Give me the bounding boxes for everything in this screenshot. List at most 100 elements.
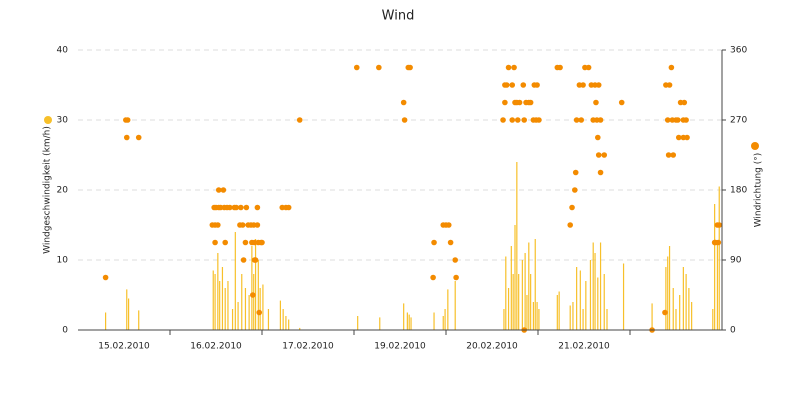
chart-title: Wind <box>382 9 415 24</box>
direction-point <box>239 222 246 228</box>
direction-point <box>666 82 673 88</box>
speed-bar <box>299 327 301 330</box>
direction-point <box>254 222 261 228</box>
direction-point <box>401 117 408 123</box>
y2-tick-label: 180 <box>730 186 747 196</box>
speed-bar <box>105 312 107 330</box>
direction-point <box>503 82 510 88</box>
direction-point <box>500 117 506 123</box>
y2-tick-label: 0 <box>730 326 736 336</box>
speed-bar <box>606 309 608 330</box>
direction-point <box>452 257 459 263</box>
speed-bar <box>582 309 584 330</box>
direction-point <box>509 82 516 88</box>
direction-point <box>242 239 249 246</box>
direction-point <box>407 64 413 71</box>
y-tick-label: 10 <box>57 256 69 266</box>
speed-bar <box>357 316 359 330</box>
speed-bar <box>716 242 718 330</box>
speed-bar <box>691 302 693 330</box>
direction-point <box>595 134 601 141</box>
speed-bar <box>505 256 507 330</box>
speed-bar <box>558 291 560 330</box>
direction-point <box>212 239 218 246</box>
direction-point <box>400 99 407 106</box>
speed-bar <box>379 317 381 330</box>
speed-bar <box>589 260 592 330</box>
y-tick-label: 40 <box>57 46 69 56</box>
direction-point <box>668 64 675 71</box>
speed-bar <box>524 253 526 330</box>
speed-bar <box>675 309 677 330</box>
direction-point <box>259 239 265 246</box>
direction-point <box>502 99 508 106</box>
direction-point <box>445 222 452 228</box>
speed-bar <box>512 274 514 330</box>
direction-point <box>557 64 563 71</box>
direction-point <box>573 117 580 123</box>
direction-point <box>123 134 130 141</box>
speed-bar <box>538 309 540 330</box>
speed-bar <box>503 309 505 330</box>
speed-bar <box>518 274 520 330</box>
speed-bar <box>447 289 449 330</box>
direction-point <box>124 117 131 123</box>
direction-point <box>430 274 436 281</box>
direction-point <box>353 64 360 71</box>
speed-bar <box>253 274 255 330</box>
direction-point <box>578 117 585 123</box>
direction-point <box>376 64 382 71</box>
speed-bar <box>217 253 219 330</box>
y-axis-title-marker <box>44 116 52 124</box>
speed-bar <box>572 302 574 330</box>
direction-point <box>521 117 527 123</box>
speed-bar <box>237 302 239 330</box>
direction-point <box>285 204 292 211</box>
speed-bar <box>579 270 581 330</box>
direction-point <box>675 117 681 123</box>
direction-point <box>256 309 263 316</box>
speed-bar <box>262 284 264 330</box>
y2-axis-title: Windrichtung (°) <box>754 153 764 228</box>
speed-bar <box>410 317 412 330</box>
y2-tick-label: 270 <box>730 116 747 126</box>
speed-bar <box>682 267 684 330</box>
speed-bar <box>433 312 435 330</box>
x-tick-label: 15.02.2010 <box>98 342 150 352</box>
speed-bar <box>221 267 224 330</box>
speed-bar <box>668 246 671 330</box>
direction-point <box>233 204 240 211</box>
x-tick-label: 17.02.2010 <box>282 342 334 352</box>
speed-bar <box>282 309 284 330</box>
speed-bar <box>532 302 534 330</box>
speed-bar <box>603 274 605 330</box>
speed-bar <box>241 274 243 330</box>
direction-point <box>453 274 459 281</box>
speed-bar <box>224 288 226 330</box>
speed-bar <box>569 305 571 330</box>
y2-tick-label: 360 <box>730 46 747 56</box>
speed-bar <box>599 242 602 330</box>
speed-bar <box>403 303 405 330</box>
direction-point <box>580 82 586 88</box>
direction-point <box>567 222 573 228</box>
direction-point <box>618 99 625 106</box>
speed-bar <box>408 314 410 330</box>
direction-point <box>597 117 604 123</box>
direction-point <box>664 117 671 123</box>
speed-bar <box>521 260 523 330</box>
speed-bar <box>667 256 669 330</box>
direction-point <box>505 64 512 71</box>
speed-bar <box>597 277 599 330</box>
speed-bar <box>622 263 625 330</box>
direction-point <box>684 134 690 141</box>
y2-tick-label: 90 <box>730 256 742 266</box>
speed-bar <box>507 288 510 330</box>
speed-bar <box>594 253 596 330</box>
direction-point <box>595 152 602 158</box>
direction-point <box>665 152 672 158</box>
direction-point <box>683 117 689 123</box>
speed-bar <box>665 267 667 330</box>
y-tick-label: 20 <box>57 186 69 196</box>
speed-bar <box>227 281 229 330</box>
